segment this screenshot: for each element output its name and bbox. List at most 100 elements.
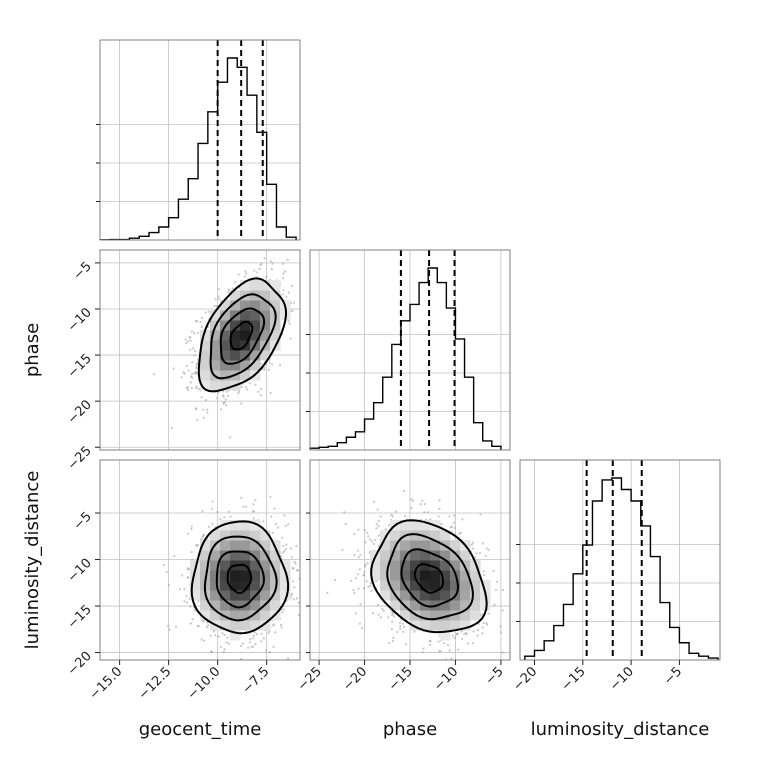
scatter-point: [410, 498, 413, 501]
scatter-point: [185, 364, 188, 368]
density-cell: [210, 380, 221, 391]
scatter-point: [353, 532, 356, 536]
scatter-point: [344, 522, 347, 526]
scatter-point: [501, 588, 504, 592]
scatter-point: [252, 503, 255, 506]
scatter-point: [297, 614, 300, 617]
scatter-point: [437, 640, 440, 643]
density-cell: [250, 320, 261, 331]
scatter-point: [366, 562, 369, 565]
scatter-point: [237, 390, 240, 393]
scatter-point: [438, 499, 441, 502]
scatter-point: [197, 625, 200, 628]
density-cell: [250, 570, 261, 581]
scatter-point: [358, 568, 361, 571]
density-cell: [230, 360, 241, 371]
scatter-point: [210, 650, 213, 653]
x-axis-label-phase: phase: [383, 719, 437, 740]
scatter-point: [377, 525, 380, 528]
scatter-point: [392, 636, 395, 640]
scatter-point: [240, 402, 243, 405]
scatter-point: [263, 366, 266, 369]
scatter-point: [475, 681, 477, 683]
scatter-point: [496, 580, 499, 583]
density-cell: [240, 370, 251, 381]
scatter-point: [252, 634, 255, 637]
density-cell: [430, 560, 441, 571]
density-cell: [200, 330, 211, 341]
scatter-point: [306, 579, 308, 581]
density-cell: [400, 610, 411, 621]
density-cell: [220, 550, 231, 561]
scatter-point: [205, 399, 208, 402]
scatter-point: [197, 387, 200, 391]
scatter-point: [209, 634, 212, 638]
scatter-point: [254, 383, 257, 386]
x-tick-label-geocent_time: −12.5: [136, 664, 175, 703]
scatter-point: [259, 394, 262, 397]
scatter-point: [229, 515, 232, 518]
scatter-point: [437, 515, 440, 518]
scatter-point: [453, 526, 456, 529]
y-axis-label-phase: phase: [22, 323, 43, 377]
scatter-point: [405, 643, 408, 646]
scatter-point: [281, 277, 285, 280]
y-tick-label-phase: −25: [65, 443, 95, 473]
y-tick-label-luminosity_distance: −15: [65, 602, 95, 632]
scatter-point: [295, 544, 298, 548]
scatter-point: [411, 499, 414, 502]
scatter-point: [189, 381, 192, 384]
density-cell: [450, 560, 461, 571]
contour-geocent_time-phase-0: [229, 320, 254, 351]
scatter-point: [274, 522, 277, 526]
scatter-point: [421, 499, 424, 502]
scatter-point: [255, 633, 258, 636]
scatter-point: [182, 371, 185, 374]
scatter-point: [306, 545, 308, 547]
scatter-point: [197, 600, 200, 603]
scatter-point: [484, 554, 487, 557]
density-cell: [220, 600, 231, 611]
density-cell: [240, 590, 251, 601]
y-tick-label-luminosity_distance: −20: [65, 649, 95, 679]
scatter-point: [221, 632, 224, 635]
density-cell: [390, 570, 401, 581]
scatter-point: [422, 647, 425, 650]
density-cell: [260, 610, 271, 621]
scatter-point: [191, 361, 194, 364]
scatter-point: [463, 632, 466, 636]
density-cell: [450, 620, 461, 631]
scatter-point: [200, 396, 203, 399]
density-cell: [230, 290, 241, 301]
density-cell: [440, 590, 451, 601]
scatter-point: [479, 513, 482, 516]
density-cell: [370, 560, 381, 571]
x-tick-label-phase: −15: [386, 664, 416, 694]
scatter-point: [486, 623, 489, 626]
density-cell: [260, 280, 271, 291]
scatter-point: [369, 538, 372, 541]
scatter-point: [461, 518, 464, 521]
scatter-point: [262, 520, 265, 523]
x-axis-label-luminosity_distance: luminosity_distance: [531, 719, 710, 740]
scatter-point: [191, 372, 194, 375]
density-cell: [250, 550, 261, 561]
density-cell: [410, 590, 421, 601]
scatter-point: [287, 291, 290, 294]
scatter-point: [172, 367, 175, 370]
scatter-point: [267, 368, 270, 371]
x-tick-label-geocent_time: −10.0: [185, 664, 224, 703]
scatter-point: [472, 541, 475, 544]
scatter-point: [190, 527, 193, 531]
scatter-point: [175, 625, 178, 628]
scatter-point: [200, 316, 204, 319]
density-cell: [480, 580, 491, 591]
scatter-point: [219, 518, 222, 521]
scatter-point: [300, 328, 302, 330]
scatter-point: [485, 621, 488, 625]
density-cell: [410, 560, 421, 571]
density-cell: [230, 330, 241, 341]
scatter-point: [193, 354, 196, 357]
density-cell: [200, 610, 211, 621]
scatter-point: [279, 364, 282, 367]
